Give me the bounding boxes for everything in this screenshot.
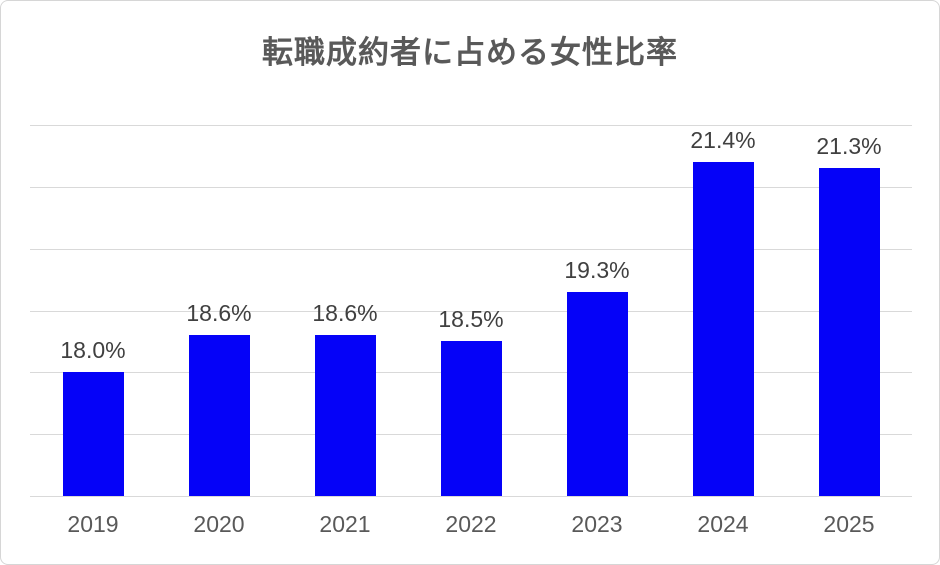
x-tick-2024: 2024 (697, 511, 749, 537)
bar-2025 (818, 168, 880, 496)
value-label-2025: 21.3% (816, 133, 882, 160)
gridline (30, 125, 912, 126)
gridline (30, 186, 912, 188)
bar-2024 (692, 162, 754, 496)
value-label-2022: 18.5% (438, 306, 504, 333)
value-label-2024: 21.4% (690, 127, 756, 154)
gridline (30, 248, 912, 250)
value-label-2019: 18.0% (60, 337, 126, 364)
x-tick-2023: 2023 (571, 511, 623, 537)
x-tick-2022: 2022 (445, 511, 497, 537)
bar-2019 (62, 372, 124, 496)
value-label-2021: 18.6% (312, 300, 378, 327)
chart-title: 転職成約者に占める女性比率 (262, 35, 678, 70)
bar-2023 (566, 291, 628, 496)
x-tick-2019: 2019 (67, 511, 119, 537)
bar-2022 (440, 341, 502, 496)
bar-2020 (188, 335, 250, 496)
gridline (30, 496, 912, 497)
x-tick-2021: 2021 (319, 511, 371, 537)
x-tick-2020: 2020 (193, 511, 245, 537)
value-label-2023: 19.3% (564, 256, 630, 283)
bar-2021 (314, 335, 376, 496)
value-label-2020: 18.6% (186, 300, 252, 327)
x-tick-2025: 2025 (823, 511, 875, 537)
gridline (30, 310, 912, 312)
